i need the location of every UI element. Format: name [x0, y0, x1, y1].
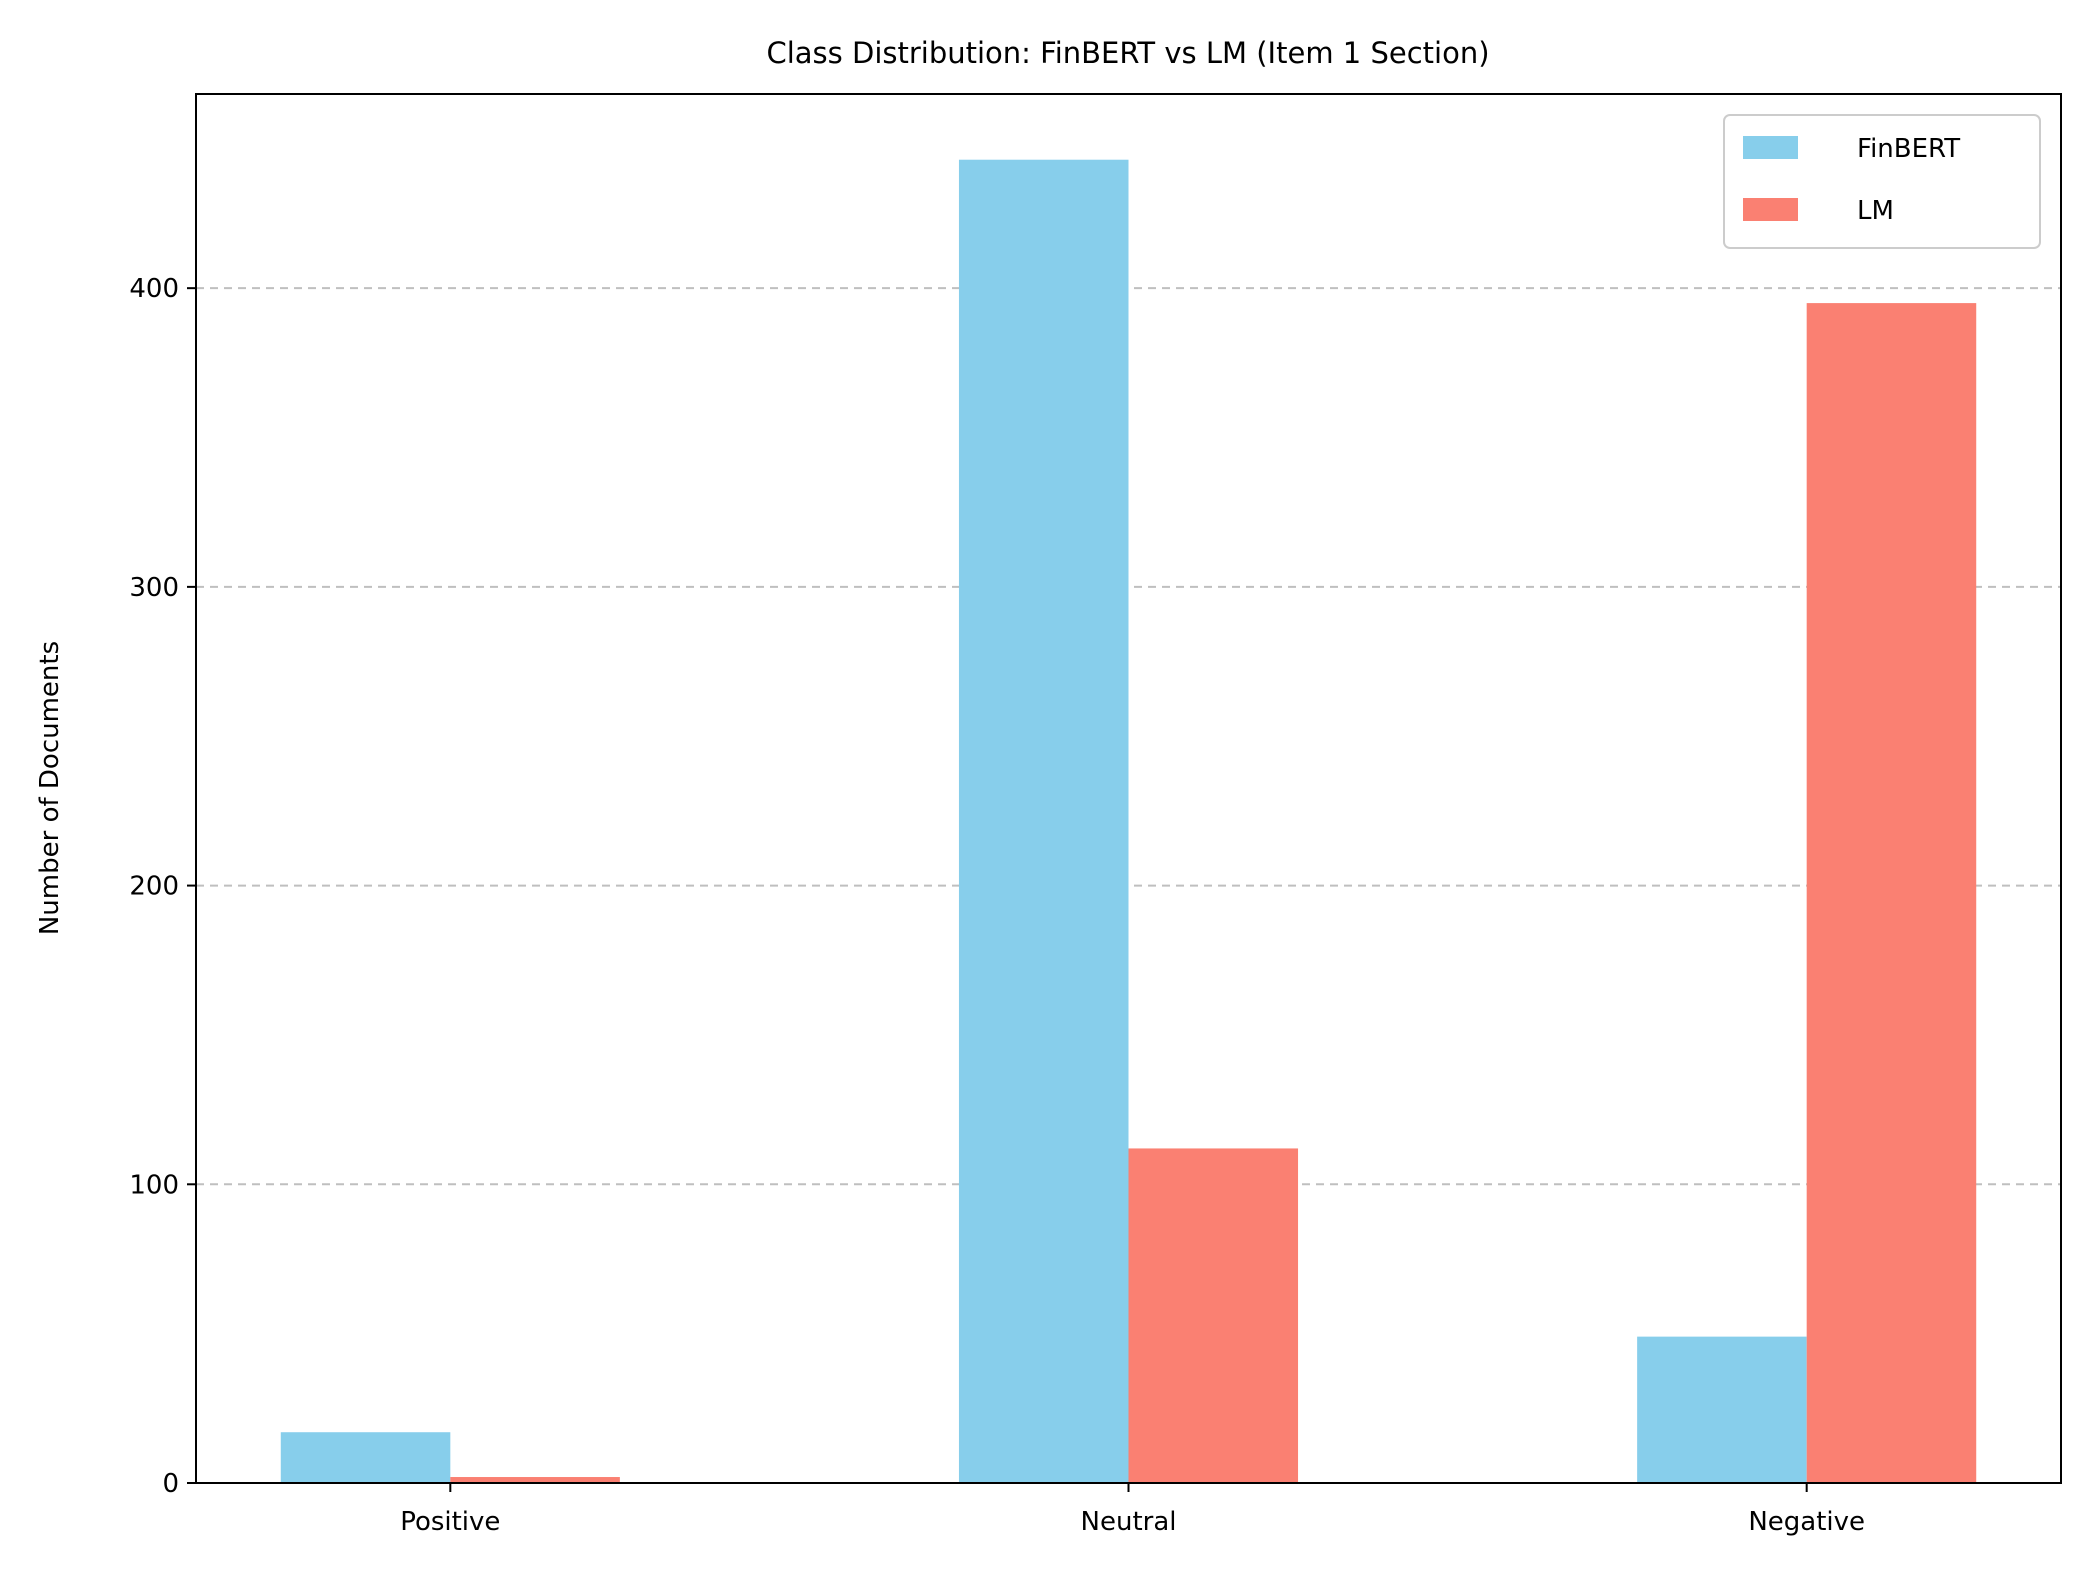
bars [280, 159, 1977, 1484]
bar-finbert-negative [1637, 1336, 1807, 1483]
y-tick-label: 300 [129, 573, 179, 603]
y-tick-label: 0 [162, 1469, 179, 1499]
legend-label-finbert: FinBERT [1857, 134, 1960, 164]
legend-swatch-lm [1743, 198, 1798, 221]
gridlines [196, 287, 2061, 1186]
bar-lm-neutral [1128, 1148, 1299, 1483]
legend-label-lm: LM [1857, 196, 1894, 226]
bar-lm-positive [450, 1477, 620, 1483]
bar-finbert-positive [280, 1432, 451, 1483]
legend-swatch-finbert [1743, 136, 1798, 159]
x-tick-label-positive: Positive [400, 1507, 500, 1537]
y-tick-label: 200 [129, 872, 179, 902]
y-tick-label: 400 [129, 274, 179, 304]
legend: FinBERT LM [1723, 114, 2041, 249]
x-tick-label-negative: Negative [1748, 1507, 1865, 1537]
bar-finbert-neutral [958, 159, 1129, 1484]
legend-frame [1723, 114, 2041, 249]
y-axis-ticks: 0 100 200 300 400 [129, 274, 196, 1499]
y-axis-title: Number of Documents [35, 641, 65, 935]
x-tick-label-neutral: Neutral [1081, 1507, 1177, 1537]
chart-title: Class Distribution: FinBERT vs LM (Item … [766, 36, 1489, 70]
y-tick-label: 100 [129, 1170, 179, 1200]
x-axis-ticks: Positive Neutral Negative [400, 1483, 1865, 1537]
bar-lm-negative [1806, 303, 1977, 1483]
